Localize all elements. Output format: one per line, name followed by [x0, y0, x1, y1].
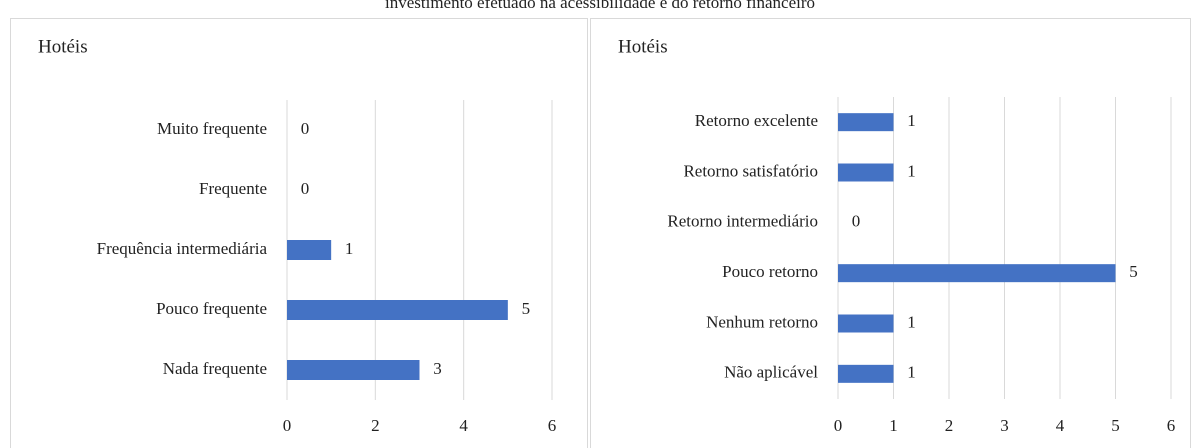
x-tick-label: 3 [1000, 416, 1009, 435]
category-label: Retorno satisfatório [683, 161, 818, 180]
bar [838, 163, 894, 182]
data-label: 3 [433, 359, 442, 378]
x-tick-label: 6 [1167, 416, 1176, 435]
data-label: 1 [907, 111, 916, 130]
category-label: Pouco frequente [156, 299, 267, 318]
panel-border [590, 18, 1191, 448]
x-tick-label: 0 [834, 416, 843, 435]
x-tick-label: 2 [371, 416, 380, 435]
x-tick-label: 1 [889, 416, 898, 435]
data-label: 1 [907, 363, 916, 382]
category-label: Muito frequente [157, 119, 267, 138]
category-label: Nada frequente [163, 359, 267, 378]
bar [838, 314, 894, 333]
bar [287, 360, 420, 380]
chart-title: Hotéis [618, 36, 668, 57]
x-tick-label: 4 [1056, 416, 1065, 435]
data-label: 5 [1129, 262, 1138, 281]
x-tick-label: 5 [1111, 416, 1120, 435]
data-label: 0 [301, 119, 310, 138]
bar [838, 113, 894, 132]
x-tick-label: 0 [283, 416, 292, 435]
caption: investimento efetuado na acessibilidade … [385, 0, 815, 12]
bar [287, 300, 508, 320]
bar [838, 264, 1116, 283]
data-label: 5 [522, 299, 531, 318]
data-label: 0 [852, 212, 861, 231]
x-tick-label: 2 [945, 416, 954, 435]
data-label: 1 [907, 312, 916, 331]
x-tick-label: 4 [459, 416, 468, 435]
category-label: Não aplicável [724, 363, 818, 382]
data-label: 1 [345, 239, 354, 258]
category-label: Retorno excelente [695, 111, 818, 130]
category-label: Frequente [199, 179, 267, 198]
category-label: Frequência intermediária [97, 239, 268, 258]
category-label: Nenhum retorno [706, 312, 818, 331]
data-label: 1 [907, 161, 916, 180]
chart-title: Hotéis [38, 36, 88, 57]
category-label: Retorno intermediário [667, 212, 818, 231]
bar [287, 240, 332, 260]
x-tick-label: 6 [548, 416, 557, 435]
data-label: 0 [301, 179, 310, 198]
category-label: Pouco retorno [722, 262, 818, 281]
panel-border [10, 18, 588, 448]
bar [838, 364, 894, 383]
